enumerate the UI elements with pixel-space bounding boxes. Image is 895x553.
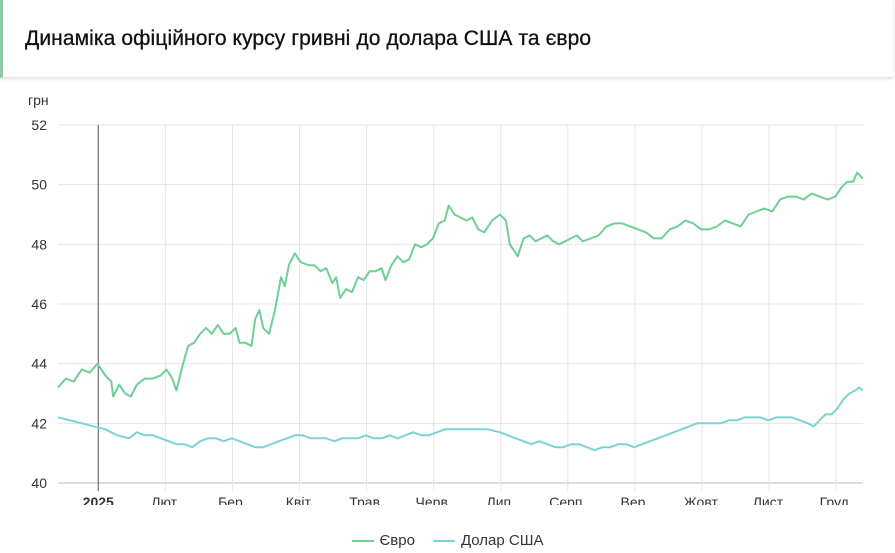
x-tick-label: Бер. (218, 494, 247, 505)
x-tick-label: Жовт. (684, 494, 720, 505)
line-chart: грн 40 42 44 46 48 50 52 2025 Лют. Бер. Квіт. Трав. Ч… (28, 92, 864, 505)
y-tick-label: 46 (31, 296, 47, 312)
legend-swatch-euro (351, 539, 374, 542)
y-tick-label: 52 (31, 117, 47, 133)
y-tick-label: 50 (31, 177, 47, 193)
y-tick-label: 48 (31, 236, 47, 252)
chart-legend: Євро Долар США (0, 532, 895, 549)
legend-swatch-usd (432, 539, 455, 542)
series-line-usd (57, 386, 864, 452)
x-tick-label: Груд. (820, 494, 853, 505)
x-tick-label: Лип. (487, 494, 515, 505)
chart-title: Динаміка офіційного курсу гривні до дола… (25, 27, 592, 50)
x-tick-label: Вер. (621, 494, 650, 505)
y-axis-label: грн (28, 92, 49, 108)
legend-item-euro[interactable]: Євро (351, 532, 415, 549)
x-tick-label: 2025 (83, 494, 114, 505)
legend-item-usd[interactable]: Долар США (432, 532, 544, 549)
chart-header: Динаміка офіційного курсу гривні до дола… (0, 0, 893, 78)
x-tick-label: Черв. (416, 494, 452, 505)
legend-label-usd: Долар США (460, 532, 544, 549)
legend-label-euro: Євро (379, 532, 415, 549)
x-tick-label: Квіт. (286, 494, 313, 505)
x-tick-label: Серп. (549, 494, 586, 505)
y-tick-label: 44 (31, 356, 47, 372)
x-tick-label: Лист. (753, 494, 786, 505)
x-tick-label: Лют. (151, 494, 179, 505)
x-tick-label: Трав. (349, 494, 384, 505)
y-tick-label: 42 (31, 415, 47, 431)
y-tick-label: 40 (31, 475, 47, 491)
series-line-euro (57, 171, 864, 398)
